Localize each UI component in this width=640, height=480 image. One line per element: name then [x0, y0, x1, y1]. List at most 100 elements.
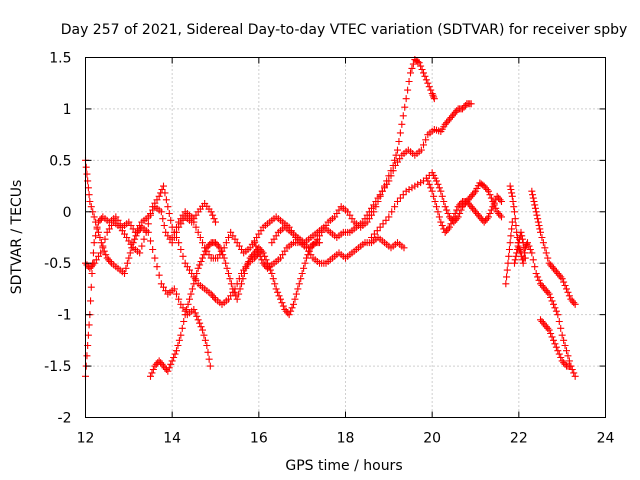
data-point [474, 211, 482, 219]
data-point [193, 312, 201, 320]
data-point [275, 292, 283, 300]
y-axis-label: SDTVAR / TECUs [9, 180, 25, 295]
data-point [453, 206, 461, 214]
data-point [297, 275, 305, 283]
data-point [144, 220, 152, 228]
data-point [210, 294, 218, 301]
data-point [368, 234, 375, 241]
data-point [438, 222, 446, 229]
data-point [147, 211, 154, 219]
data-point [188, 285, 196, 293]
data-point [538, 234, 546, 241]
data-point [274, 288, 282, 296]
data-point [447, 220, 455, 228]
data-point [503, 266, 511, 274]
data-point [430, 192, 438, 200]
data-point [205, 355, 213, 363]
data-point [173, 223, 180, 231]
data-point [222, 259, 230, 267]
data-point [511, 259, 518, 267]
data-point [171, 350, 179, 358]
data-point [162, 196, 170, 204]
data-point [510, 203, 518, 211]
data-point [175, 336, 183, 344]
data-point [560, 278, 568, 286]
data-point [399, 112, 407, 120]
data-point [204, 242, 212, 250]
data-point [411, 182, 419, 190]
data-point [565, 292, 573, 300]
data-point [90, 239, 98, 247]
data-point [190, 218, 198, 226]
data-point [422, 76, 430, 84]
data-point [512, 252, 520, 260]
data-point [201, 336, 209, 344]
data-point [404, 86, 412, 94]
data-point [246, 254, 254, 262]
data-point [533, 211, 541, 219]
data-point [199, 239, 206, 247]
data-point [518, 232, 526, 240]
data-point [103, 254, 111, 262]
data-point [251, 239, 258, 247]
data-point [180, 318, 188, 325]
data-point [400, 244, 408, 252]
data-point [485, 187, 492, 195]
data-point [194, 316, 202, 324]
data-point [547, 261, 555, 269]
data-point [467, 203, 475, 211]
data-point [493, 208, 501, 216]
data-point [551, 304, 559, 312]
data-point [448, 216, 456, 224]
data-point [89, 261, 97, 269]
data-point [548, 333, 556, 341]
data-point [271, 280, 279, 288]
data-point [87, 283, 95, 291]
data-point [291, 295, 299, 303]
data-point [184, 300, 192, 308]
data-point [158, 360, 166, 368]
data-point [567, 362, 575, 370]
data-point [233, 295, 241, 303]
data-point [240, 270, 248, 277]
data-point [418, 66, 426, 73]
data-point [170, 354, 178, 361]
data-point [431, 198, 439, 205]
data-point [86, 264, 94, 272]
data-point [259, 259, 267, 267]
data-point [519, 259, 527, 267]
data-point [398, 120, 406, 128]
data-point [206, 362, 214, 370]
data-point [487, 206, 495, 214]
data-point [451, 108, 459, 116]
chart-title: Day 257 of 2021, Sidereal Day-to-day VTE… [61, 22, 628, 38]
data-point [391, 203, 399, 211]
data-point [213, 240, 221, 248]
data-point [245, 258, 253, 265]
data-point [517, 228, 525, 236]
data-point [125, 254, 133, 262]
data-point [430, 93, 438, 101]
data-point [83, 170, 91, 178]
data-point [557, 324, 565, 332]
x-tick-label: 22 [510, 431, 528, 447]
data-point [490, 199, 498, 207]
data-point [256, 252, 264, 260]
data-point [551, 340, 559, 348]
data-point [396, 129, 404, 137]
data-point [450, 110, 458, 118]
data-point [466, 194, 474, 202]
data-point [101, 235, 109, 243]
data-point [414, 58, 422, 66]
data-point [536, 225, 544, 233]
x-tick-label: 24 [597, 431, 615, 447]
data-point [187, 290, 195, 298]
data-point [506, 182, 514, 190]
data-point [545, 290, 553, 298]
data-point [555, 318, 563, 325]
data-point [564, 352, 572, 360]
data-point [560, 359, 568, 367]
data-point [555, 271, 563, 279]
data-point [496, 196, 504, 204]
data-point [520, 244, 528, 252]
